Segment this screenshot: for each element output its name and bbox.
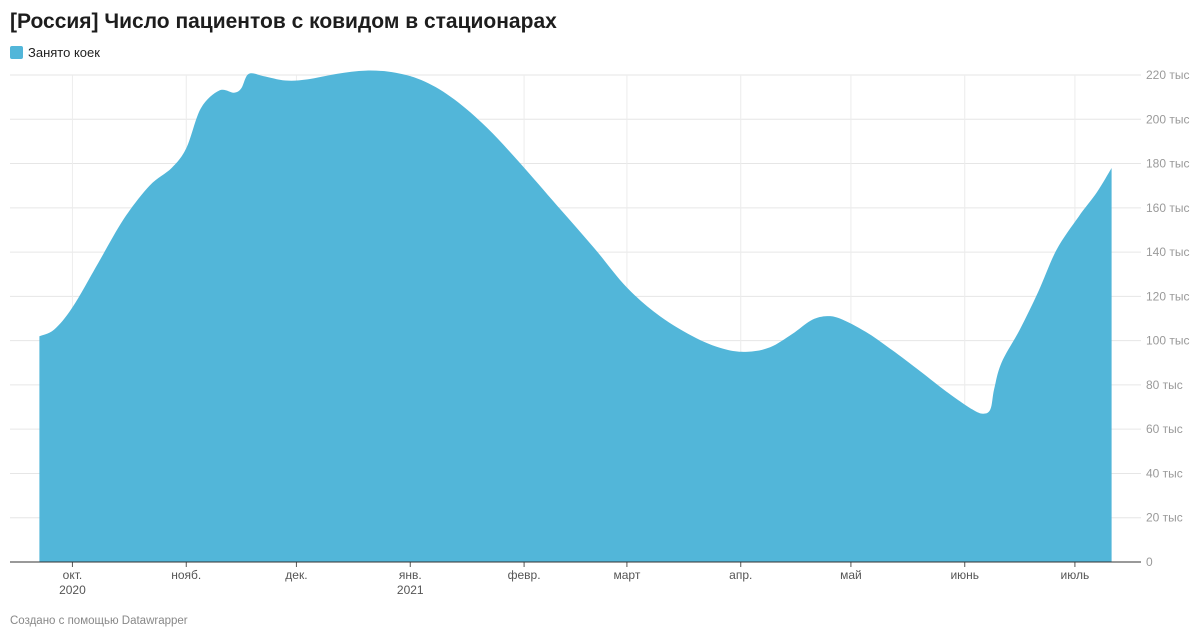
x-tick-label: янв. [399,568,422,582]
legend-label: Занято коек [28,45,100,60]
y-tick-label: 120 тыс [1146,289,1189,303]
x-tick-label: нояб. [171,568,201,582]
area-fill-series-0 [39,70,1112,562]
footer-credit: Создано с помощью Datawrapper [10,615,188,627]
y-tick-label: 100 тыс [1146,334,1189,348]
legend-swatch [10,46,23,59]
x-tick-year-label: 2020 [59,583,86,597]
y-tick-label: 200 тыс [1146,112,1189,126]
y-tick-label: 140 тыс [1146,245,1189,259]
x-tick-label: июнь [950,568,979,582]
x-tick-label: окт. [63,568,83,582]
x-tick-label: май [840,568,862,582]
y-tick-label: 80 тыс [1146,378,1183,392]
x-tick-label: дек. [285,568,307,582]
legend: Занято коек [10,45,100,60]
y-tick-label: 220 тыс [1146,68,1189,82]
y-tick-label: 180 тыс [1146,157,1189,171]
y-tick-label: 60 тыс [1146,422,1183,436]
x-tick-label: июль [1061,568,1090,582]
y-tick-label: 20 тыс [1146,511,1183,525]
y-tick-label: 0 [1146,555,1153,569]
x-tick-label: февр. [508,568,541,582]
y-tick-label: 40 тыс [1146,466,1183,480]
chart-title: [Россия] Число пациентов с ковидом в ста… [10,10,557,33]
x-tick-year-label: 2021 [397,583,424,597]
area-series [39,70,1112,562]
x-tick-label: март [613,568,640,582]
y-tick-label: 160 тыс [1146,201,1189,215]
axes: 0 20 тыс 40 тыс 60 тыс 80 тыс 100 тыс 120 тыс 1… [10,68,1189,597]
x-tick-label: апр. [729,568,752,582]
